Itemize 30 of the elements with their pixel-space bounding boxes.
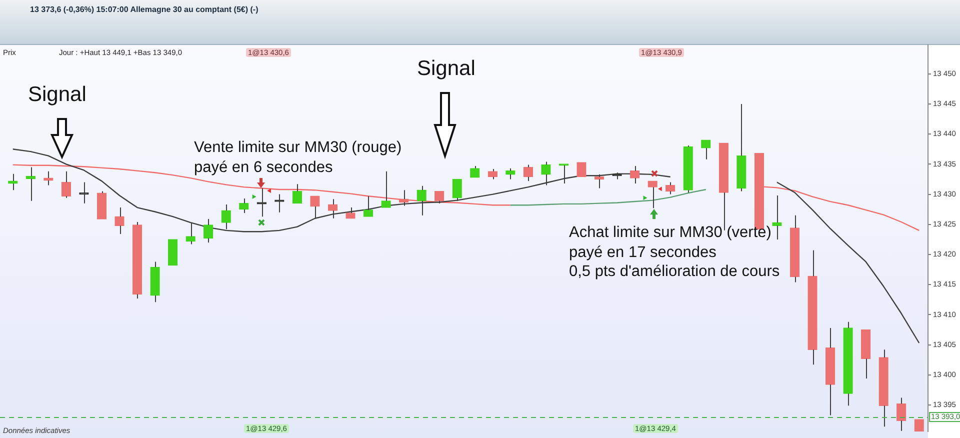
candlestick bbox=[79, 182, 89, 204]
candlestick bbox=[26, 166, 36, 202]
candlestick bbox=[186, 222, 196, 245]
candlestick bbox=[843, 321, 853, 406]
candlestick bbox=[896, 397, 906, 432]
candlestick bbox=[44, 170, 54, 186]
annotation: Signal bbox=[417, 56, 476, 82]
candlestick bbox=[363, 196, 374, 217]
candlestick bbox=[701, 140, 711, 160]
candlestick bbox=[168, 239, 178, 266]
candlestick bbox=[860, 329, 871, 380]
candlestick bbox=[683, 145, 693, 193]
chart-title: 13 373,6 (-0,36%) 15:07:00 Allemagne 30 au comptant (5€) (-) bbox=[30, 5, 258, 15]
candlestick bbox=[825, 327, 836, 416]
candlestick bbox=[8, 173, 18, 191]
candlestick bbox=[132, 221, 142, 299]
candlestick bbox=[346, 207, 356, 219]
candlestick bbox=[452, 178, 462, 202]
candlestick bbox=[381, 170, 391, 208]
candlestick bbox=[736, 104, 746, 192]
candlestick bbox=[808, 250, 818, 366]
candlestick bbox=[594, 174, 604, 189]
candlestick bbox=[790, 214, 800, 283]
annotation: Signal bbox=[28, 82, 86, 108]
candlestick bbox=[506, 168, 516, 180]
candlestick bbox=[150, 261, 160, 303]
candlestick bbox=[878, 349, 888, 428]
candlestick bbox=[772, 195, 782, 240]
annotation: Vente limite sur MM30 (rouge) payé en 6 secondes bbox=[194, 138, 402, 178]
annotation: Achat limite sur MM30 (verte) payé en 17 secondes 0,5 pts d'amélioration de cours bbox=[569, 223, 780, 282]
